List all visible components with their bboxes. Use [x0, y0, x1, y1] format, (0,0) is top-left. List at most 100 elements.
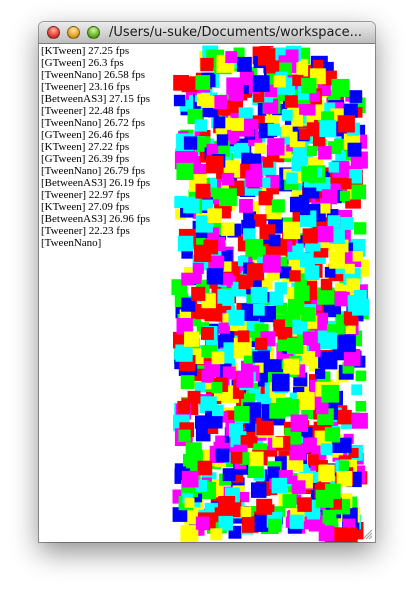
tween-square: [233, 348, 244, 359]
minimize-icon[interactable]: [67, 26, 80, 39]
tween-square: [179, 99, 192, 112]
tween-square: [254, 142, 266, 155]
tween-square: [240, 506, 252, 517]
tween-square: [320, 443, 333, 456]
tween-square: [328, 162, 340, 173]
tween-square: [346, 278, 360, 292]
tween-square: [266, 445, 278, 457]
tween-square: [265, 483, 278, 496]
tween-square: [286, 172, 298, 185]
tween-square: [215, 124, 228, 137]
tween-square: [292, 319, 308, 335]
tween-square: [320, 332, 338, 350]
tween-square: [336, 471, 353, 487]
tween-square: [354, 290, 367, 303]
tween-square: [228, 309, 245, 326]
tween-square: [219, 188, 237, 207]
tween-square: [289, 270, 301, 282]
tween-square: [344, 263, 355, 274]
tween-square: [269, 291, 284, 306]
tween-square: [326, 209, 339, 221]
tween-square: [204, 361, 221, 377]
tween-square: [315, 190, 327, 202]
tween-square: [239, 199, 253, 213]
resize-grip-icon[interactable]: [362, 529, 373, 540]
tween-square: [180, 375, 195, 389]
tween-square: [338, 460, 349, 471]
tween-square: [281, 109, 293, 121]
tween-square: [284, 95, 298, 109]
tween-square: [202, 95, 215, 108]
tween-square: [307, 454, 319, 466]
tween-square: [256, 417, 274, 436]
tween-square: [192, 262, 204, 274]
tween-square: [253, 91, 265, 103]
tween-square: [240, 435, 252, 447]
tween-square: [318, 351, 335, 369]
tween-square: [286, 337, 304, 354]
tween-square: [220, 272, 233, 286]
tween-square: [282, 494, 297, 509]
tween-square: [183, 136, 198, 150]
tween-square: [206, 143, 219, 156]
tween-square: [320, 203, 331, 214]
tween-square: [298, 463, 309, 474]
tween-square: [174, 195, 187, 208]
tween-square: [212, 404, 224, 417]
tween-square: [329, 251, 347, 269]
tween-square: [199, 130, 211, 141]
tween-square: [322, 189, 337, 205]
tween-square: [195, 183, 211, 199]
tween-square: [211, 382, 223, 394]
tween-square: [177, 235, 194, 252]
fps-log-line: [GTween] 26.3 fps: [41, 57, 124, 69]
tween-square: [283, 221, 301, 240]
tween-square: [289, 514, 304, 529]
tween-square: [178, 429, 191, 442]
tween-square: [304, 265, 320, 281]
tween-square: [190, 273, 202, 284]
tween-square: [260, 278, 273, 290]
fps-log-line: [GTween] 26.39 fps: [41, 153, 130, 165]
tween-square: [207, 106, 219, 118]
tween-square: [237, 330, 250, 343]
tween-squares-canvas: [171, 45, 369, 542]
tween-square: [275, 302, 287, 315]
tween-square: [343, 349, 361, 367]
close-icon[interactable]: [47, 26, 60, 39]
tween-square: [194, 119, 207, 132]
tween-square: [318, 464, 335, 482]
tween-square: [210, 528, 223, 541]
tween-square: [193, 244, 212, 262]
tween-square: [246, 263, 265, 281]
tween-square: [173, 94, 186, 107]
tween-square: [334, 291, 350, 307]
tween-square: [302, 331, 316, 345]
tween-square: [274, 506, 286, 517]
tween-square: [185, 442, 202, 459]
tween-square: [259, 177, 271, 188]
tween-square: [207, 423, 219, 434]
tween-square: [343, 103, 358, 118]
tween-square: [253, 304, 265, 316]
tween-square: [176, 318, 193, 335]
title-bar[interactable]: /Users/u-suke/Documents/workspace...: [39, 22, 375, 44]
tween-square: [347, 142, 362, 157]
tween-square: [181, 297, 196, 312]
fps-log-line: [KTween] 27.09 fps: [41, 201, 130, 213]
tween-square: [256, 498, 273, 515]
zoom-icon[interactable]: [87, 26, 100, 39]
fps-log-line: [TweenNano] 26.79 fps: [41, 165, 146, 177]
tween-square: [263, 99, 279, 115]
tween-square: [301, 307, 316, 322]
tween-square: [296, 392, 315, 410]
tween-square: [202, 449, 215, 461]
tween-square: [215, 448, 230, 463]
tween-square: [317, 287, 335, 305]
tween-square: [352, 412, 368, 429]
tween-square: [243, 228, 256, 241]
tween-square: [221, 250, 233, 262]
fps-log-line: [Tweener] 22.97 fps: [41, 189, 130, 201]
tween-square: [269, 402, 286, 419]
tween-square: [234, 406, 250, 422]
